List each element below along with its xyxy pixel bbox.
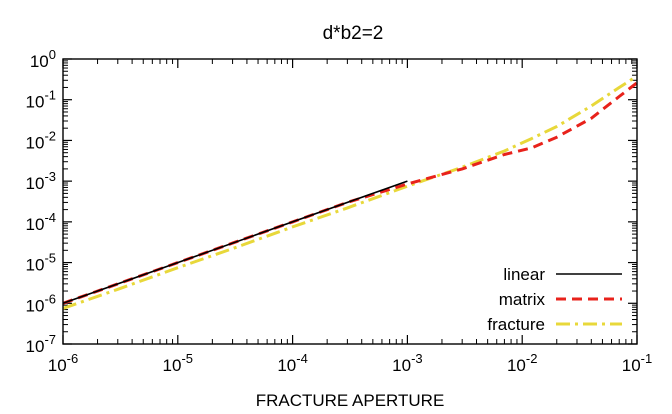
tick-labels: 10-6 10-5 10-4 10-3 10-2 10-110-710-610-510-4… (26, 47, 653, 375)
y-tick-label: 10-4 (26, 210, 56, 234)
x-tick-label: 10-6 (48, 351, 78, 375)
plot-frame (62, 58, 638, 345)
y-tick-label: 10-2 (26, 128, 56, 152)
series-line-matrix (62, 81, 638, 305)
y-tick-label: 10-6 (26, 291, 56, 315)
y-tick-label: 10-5 (26, 251, 56, 275)
x-tick-label: 10-5 (163, 351, 193, 375)
legend-label-fracture: fracture (487, 315, 545, 334)
x-tick-label: 10-3 (392, 351, 422, 375)
chart-title: d*b2=2 (323, 23, 384, 44)
series-line-linear (62, 180, 408, 305)
y-tick-label: 10-7 (26, 332, 56, 356)
series-layer (62, 74, 638, 310)
y-tick-label: 100 (30, 47, 56, 71)
x-axis-label: FRACTURE APERTURE (256, 391, 445, 410)
legend-label-matrix: matrix (499, 290, 546, 309)
x-tick-label: 10-4 (277, 351, 307, 375)
axis-ticks (62, 58, 638, 345)
legend-label-linear: linear (503, 265, 545, 284)
x-tick-label: 10-1 (622, 351, 652, 375)
legend: linear matrix fracture (487, 265, 622, 334)
series-line-fracture (62, 74, 638, 310)
x-tick-label: 10-2 (507, 351, 537, 375)
y-tick-label: 10-1 (26, 88, 56, 112)
y-tick-label: 10-3 (26, 169, 56, 193)
